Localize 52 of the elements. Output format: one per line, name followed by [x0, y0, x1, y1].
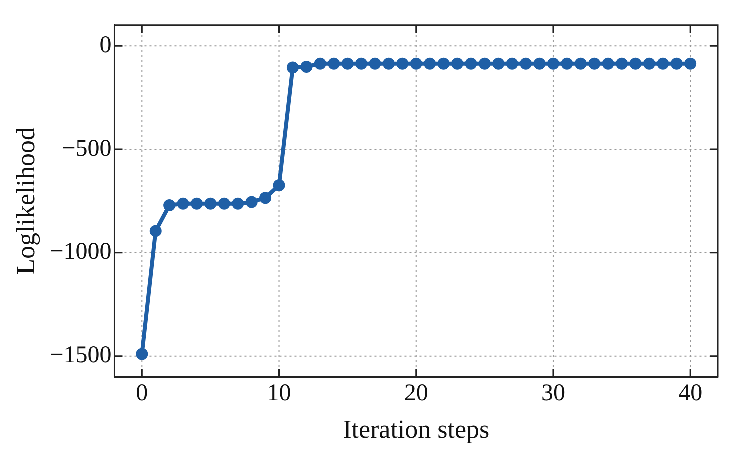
point	[547, 58, 560, 70]
point	[534, 58, 546, 70]
point	[314, 58, 326, 70]
point	[150, 225, 162, 238]
point	[492, 58, 505, 70]
point	[204, 198, 217, 210]
point	[643, 58, 656, 70]
point	[396, 58, 409, 70]
point	[588, 58, 601, 70]
point	[286, 62, 299, 74]
point	[410, 58, 422, 70]
y-tick-label: −1000	[50, 239, 112, 266]
point	[369, 58, 382, 70]
x-tick-label: 30	[541, 380, 566, 407]
x-tick-label: 40	[678, 380, 703, 407]
point	[164, 200, 176, 212]
point	[232, 198, 244, 210]
point	[424, 58, 436, 70]
point	[465, 58, 478, 70]
point	[191, 198, 203, 210]
point	[246, 196, 258, 208]
point	[218, 198, 230, 210]
point	[561, 58, 574, 70]
point	[670, 58, 683, 70]
point	[177, 198, 190, 210]
point	[136, 348, 148, 360]
point	[506, 58, 518, 70]
point	[273, 179, 286, 192]
point	[300, 60, 313, 73]
x-tick-label: 0	[136, 380, 148, 407]
point	[342, 58, 354, 70]
point	[657, 58, 670, 70]
point	[616, 58, 628, 70]
point	[260, 192, 272, 204]
point	[382, 58, 395, 70]
y-axis-title: Loglikelihood	[11, 128, 40, 275]
point	[630, 58, 642, 70]
point	[438, 58, 450, 70]
point	[520, 58, 532, 70]
point	[478, 58, 491, 70]
y-tick-label: −500	[62, 136, 112, 162]
point	[356, 58, 368, 70]
point	[328, 58, 340, 70]
point	[684, 58, 697, 70]
x-axis-title: Iteration steps	[343, 415, 490, 444]
point	[602, 58, 614, 70]
x-tick-label: 20	[404, 380, 428, 407]
y-tick-label: 0	[100, 32, 112, 58]
x-tick-label: 10	[267, 380, 292, 407]
y-tick-label: −1500	[50, 342, 112, 369]
point	[452, 58, 464, 70]
point	[574, 58, 587, 70]
